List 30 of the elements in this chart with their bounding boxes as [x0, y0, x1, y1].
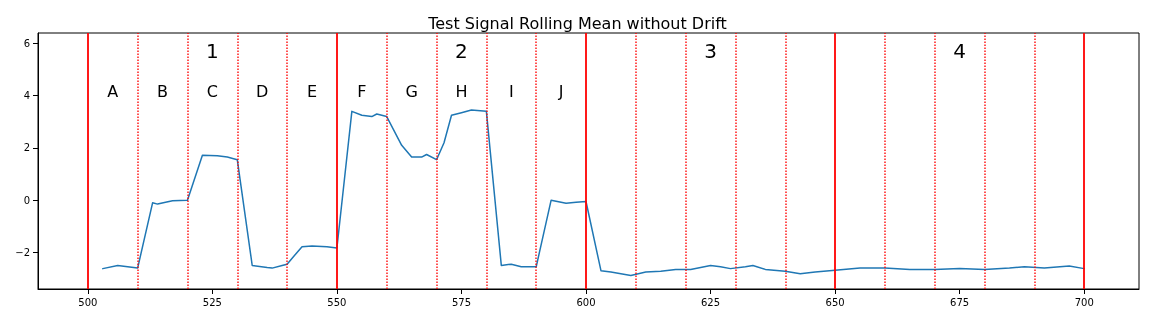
annotation: J [557, 82, 564, 102]
annotation: H [455, 82, 468, 102]
line-series [102, 109, 1085, 277]
y-tick-label: −2 [15, 246, 30, 258]
annotation: F [357, 82, 367, 102]
y-tick-label: 0 [23, 194, 30, 206]
annotation: 2 [455, 38, 468, 63]
annotation: C [206, 82, 218, 102]
y-tick-label: 4 [23, 90, 30, 102]
annotation: E [306, 82, 318, 102]
annotation: 3 [704, 38, 717, 63]
x-tick-label: 625 [701, 296, 721, 308]
y-tick-label: 2 [23, 142, 30, 154]
x-tick-label: 675 [950, 296, 970, 308]
x-tick-label: 525 [202, 296, 222, 308]
x-tick-label: 650 [825, 296, 845, 308]
annotation: A [107, 82, 119, 102]
annotation: G [405, 82, 418, 102]
annotation: 1 [206, 38, 219, 63]
x-tick-label: 575 [451, 296, 472, 308]
y-tick-label: 6 [23, 37, 30, 49]
x-tick-label: 600 [576, 296, 596, 308]
x-tick-label: 550 [327, 296, 347, 308]
annotation: I [508, 82, 514, 102]
x-tick-label: 700 [1074, 296, 1094, 308]
chart-title: Test Signal Rolling Mean without Drift [427, 13, 727, 33]
annotation: D [256, 82, 269, 102]
annotation: 4 [953, 38, 967, 63]
x-tick-label: 500 [78, 296, 98, 308]
annotation: B [157, 82, 169, 102]
